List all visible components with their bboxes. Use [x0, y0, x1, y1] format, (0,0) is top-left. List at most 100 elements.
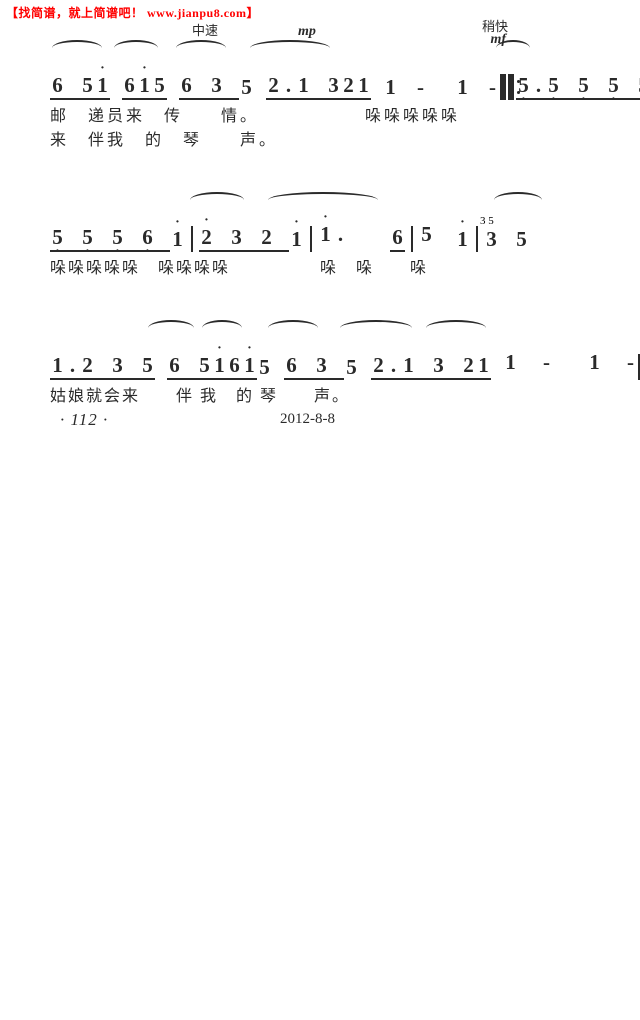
note: [621, 73, 636, 100]
note: 5: [152, 73, 167, 100]
lyric-row-3: 姑娘就会来 伴 我 的 琴 声。: [50, 382, 600, 406]
slur-row-1: [50, 40, 600, 54]
note: 2: [266, 73, 281, 100]
slur: [494, 192, 542, 200]
note: 1: [318, 222, 333, 252]
note: 1: [170, 227, 185, 252]
note: [65, 73, 80, 100]
note: -: [539, 350, 554, 380]
note: 5: [50, 225, 65, 252]
note: [125, 353, 140, 380]
note: 2: [259, 225, 274, 252]
note: [125, 225, 140, 252]
note: 1: [503, 350, 518, 380]
note: 5: [140, 353, 155, 380]
note: 6: [140, 225, 155, 252]
note: 5: [576, 73, 591, 100]
date-stamp: 2012-8-8: [280, 411, 335, 428]
note-group: 6 51: [50, 73, 110, 100]
note: 1: [455, 75, 470, 100]
note: 6: [390, 225, 405, 252]
note: 3: [326, 73, 341, 100]
watermark-text: 【找简谱，就上简谱吧！ www.jianpu8.com】: [6, 4, 259, 21]
note: [348, 222, 369, 252]
note-group: 5: [239, 75, 254, 100]
note: .: [281, 73, 296, 100]
slur: [496, 40, 530, 48]
note: 1: [476, 353, 491, 380]
note: [470, 75, 485, 100]
note-group: 3 5: [110, 353, 155, 380]
note: 6: [167, 353, 182, 380]
note: 5: [80, 73, 95, 100]
note-group: 1: [455, 227, 470, 252]
notation-row-3: 1.2 3 56 516156 3 52.1 3 211 - 1 -: [50, 334, 600, 380]
note: 1: [401, 353, 416, 380]
note: 3: [229, 225, 244, 252]
note: 5: [80, 225, 95, 252]
notation-row-2: 5 5 5 6 12 3 2 11. 65 13 53 5: [50, 206, 600, 252]
note: [244, 225, 259, 252]
grace-notes: 3 5: [480, 215, 494, 227]
note: [274, 225, 289, 252]
note: 1: [137, 73, 152, 100]
page-number: · 112 ·: [60, 410, 108, 430]
note: [369, 222, 390, 252]
note: 5: [546, 73, 561, 100]
note: 3: [110, 353, 125, 380]
note-group: 5 5 5 6: [50, 225, 170, 252]
note: [214, 225, 229, 252]
slur: [114, 40, 158, 48]
slur: [250, 40, 330, 48]
note: 2: [80, 353, 95, 380]
note-group: 5.5 5 5 58: [516, 73, 640, 100]
note: 5: [516, 73, 531, 100]
note: [499, 227, 514, 252]
dynamic-mp: mp: [298, 24, 316, 40]
note: 5: [110, 225, 125, 252]
note: 2: [341, 73, 356, 100]
note: 2: [371, 353, 386, 380]
note: 2: [461, 353, 476, 380]
lyric-row-1b: 来 伴我 的 琴 声。: [50, 126, 600, 150]
note: .: [333, 222, 348, 252]
note: [182, 353, 197, 380]
slur-row-2: [50, 192, 600, 206]
note: 1: [50, 353, 65, 380]
note: 6: [179, 73, 194, 100]
note: -: [623, 350, 638, 380]
slur: [268, 192, 378, 200]
note: [434, 222, 455, 252]
note: 5: [514, 227, 529, 252]
note: [518, 350, 539, 380]
note-group: 1 -: [383, 75, 443, 100]
note: [311, 73, 326, 100]
note: 6: [122, 73, 137, 100]
music-line-3: 1.2 3 56 516156 3 52.1 3 211 - 1 - 姑娘就会来…: [50, 320, 600, 406]
note: 5: [419, 222, 434, 252]
note: [428, 75, 443, 100]
music-line-1: 稍快 mf 6 516156 3 52.1 3211 - 1 -5.5 5 5 …: [50, 40, 600, 150]
note-group: 2.1: [371, 353, 431, 380]
note: [224, 73, 239, 100]
note-group: 2.1: [266, 73, 326, 100]
note: 1: [455, 227, 470, 252]
tempo-mark-zhongsu: 中速: [192, 20, 218, 39]
slur: [176, 40, 226, 48]
note: .: [531, 73, 546, 100]
note: 1: [95, 73, 110, 100]
note-group: 2 3 2: [199, 225, 289, 252]
note: .: [65, 353, 80, 380]
note: 1: [296, 73, 311, 100]
note: 2: [199, 225, 214, 252]
note: -: [485, 75, 500, 100]
slur: [148, 320, 194, 328]
barline: [191, 226, 193, 252]
note: 6: [50, 73, 65, 100]
note: [446, 353, 461, 380]
note-group: 61: [227, 353, 257, 380]
note-group: 1: [170, 227, 185, 252]
note: [416, 353, 431, 380]
note: 1: [356, 73, 371, 100]
note: 3: [209, 73, 224, 100]
